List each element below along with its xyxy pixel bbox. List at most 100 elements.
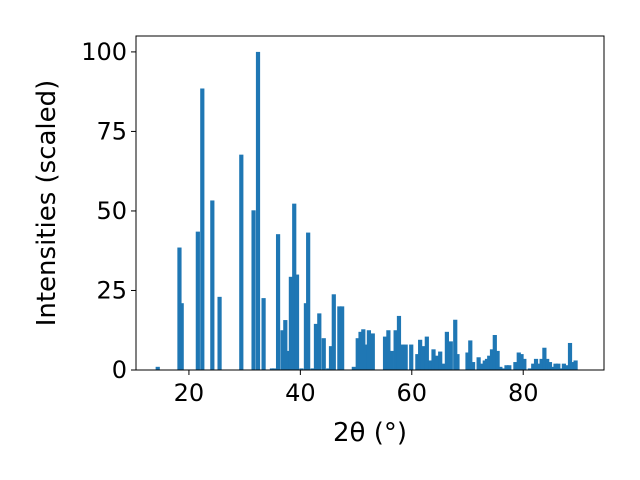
bar [269,368,275,370]
bar [195,231,200,370]
bar [542,347,547,370]
bar [351,366,356,370]
bar [283,320,288,370]
bar [317,313,322,370]
bar [239,154,244,370]
bar [476,357,481,370]
bar [559,368,564,370]
bar [482,360,487,370]
bar [465,352,470,370]
bar [331,294,336,370]
y-tick-label: 75 [96,117,127,145]
bar [292,203,297,370]
bar [539,358,544,370]
bar [155,366,160,370]
bar [321,338,326,370]
bar [492,335,497,370]
bar [366,330,371,370]
bar [361,329,366,370]
bar [448,341,453,370]
bar [556,363,561,370]
bar [519,354,524,370]
bar [286,350,291,370]
bar [294,274,300,370]
bar [513,362,518,370]
bar [382,336,388,370]
bar [255,51,261,371]
bars-group [155,51,578,371]
bar [501,368,506,370]
bar [564,365,569,370]
bar [479,363,485,370]
bar [364,344,369,370]
y-tick-label: 50 [96,197,127,225]
bar [570,362,575,370]
bar [553,363,558,370]
bar [326,368,331,370]
bar [328,346,334,370]
y-tick-label: 25 [96,276,127,304]
bar [179,303,184,370]
bar [217,296,222,370]
plot-frame [135,35,605,371]
bar [418,339,423,370]
bar [261,298,266,370]
bar [303,303,309,370]
x-axis-ticks: 20 40 60 80 [174,370,539,407]
bar [400,344,405,370]
bar [310,368,315,370]
bar [441,363,446,370]
bar [431,349,436,370]
bar [522,358,527,370]
bar [200,88,205,371]
bar [507,365,512,370]
bar [415,354,420,370]
bar [358,331,363,370]
bar [516,352,521,370]
bar [251,210,256,370]
bar [424,336,429,370]
bar [531,363,536,370]
bar [403,344,408,370]
bar [455,354,460,370]
bar [409,344,414,370]
bar [272,368,277,370]
bar [573,360,578,370]
bar [393,330,398,370]
y-tick-label: 100 [81,38,127,66]
x-tick-label: 80 [508,379,539,407]
bar [495,350,500,370]
bar [288,276,293,370]
bar [386,330,391,370]
bar [468,340,473,370]
bar [434,355,439,370]
bar [428,360,433,370]
bar [210,200,215,370]
y-tick-label: 0 [112,356,127,384]
bar [340,306,345,370]
x-axis-label: 2θ (°) [333,418,407,448]
y-axis-ticks: 0 25 50 75 100 [81,38,136,384]
bar [370,333,375,370]
bar [498,366,503,370]
bar [275,234,281,370]
x-tick-label: 60 [397,379,428,407]
bar [453,319,458,370]
bar [550,366,555,370]
bar [489,349,495,370]
bar [533,358,539,370]
bar [299,368,304,370]
x-tick-label: 20 [174,379,205,407]
bar [444,331,449,370]
bar [306,232,311,370]
bar [545,358,550,370]
bar [396,315,402,370]
bar [487,355,492,370]
bar [484,358,490,370]
bar [438,351,443,370]
bar [561,363,566,370]
bar [547,362,553,370]
bar [337,306,342,370]
bar [280,330,285,370]
